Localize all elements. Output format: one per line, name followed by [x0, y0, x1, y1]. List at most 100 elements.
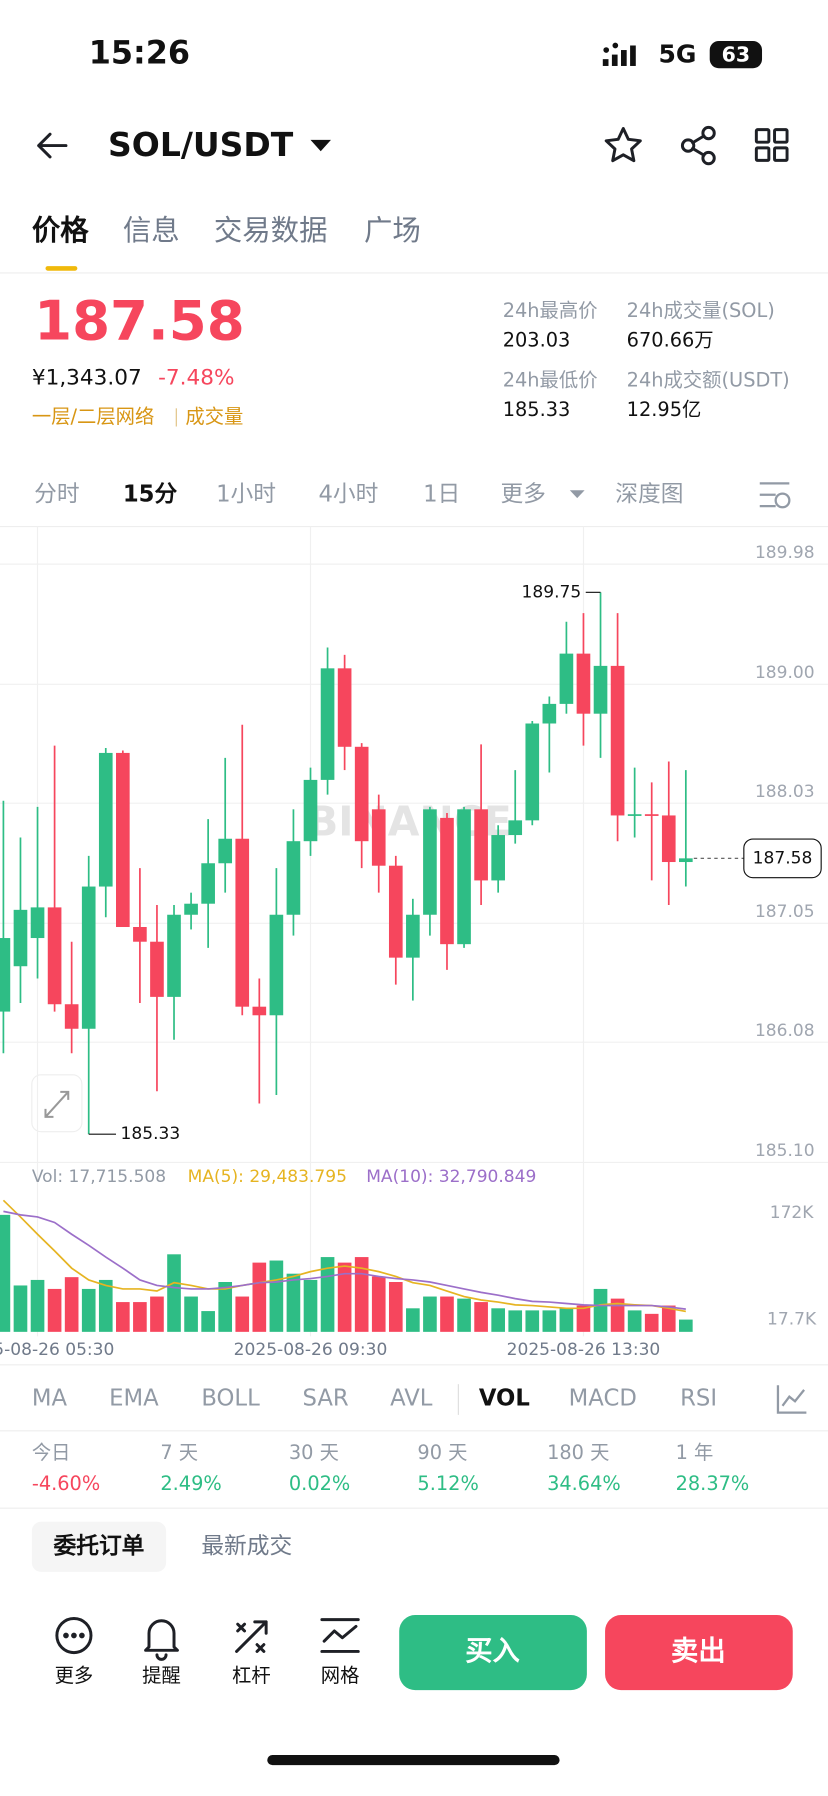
interval[interactable]: 15分 [123, 481, 178, 507]
candle-body [150, 941, 164, 997]
period-label: 30 天 [289, 1441, 339, 1464]
candle-body [116, 752, 130, 928]
favorite-button[interactable] [604, 127, 642, 163]
leverage-icon[interactable] [235, 1620, 268, 1653]
volume-bar [423, 1296, 437, 1332]
volume-bar [525, 1310, 540, 1332]
action-label[interactable]: 提醒 [142, 1664, 181, 1687]
period-change: 0.02% [289, 1472, 350, 1495]
volume-bar [218, 1282, 233, 1332]
buy-button[interactable] [399, 1615, 587, 1691]
signal-icon [602, 42, 636, 66]
candle-body [167, 914, 181, 997]
pair-title[interactable]: SOL/USDT [108, 125, 294, 164]
indicator-tab[interactable]: EMA [109, 1385, 159, 1411]
period-label: 7 天 [160, 1441, 198, 1464]
period-change: 2.49% [160, 1472, 221, 1495]
action-label[interactable]: 杠杆 [232, 1664, 271, 1687]
price-change: -7.48% [158, 366, 234, 391]
indicator-tab[interactable]: VOL [479, 1385, 530, 1411]
stat-value: 203.03 [503, 329, 571, 352]
more-icon[interactable] [55, 1616, 93, 1655]
indicator-tab[interactable]: MA [32, 1385, 68, 1411]
interval[interactable]: 1小时 [216, 481, 276, 507]
volume-bar [133, 1302, 147, 1332]
volume-bar [491, 1308, 505, 1332]
tab[interactable]: 广场 [364, 214, 421, 247]
candle-body [440, 817, 454, 945]
volume-bar [661, 1305, 676, 1332]
volume-bar [337, 1262, 352, 1332]
last-price-box [743, 838, 822, 879]
candle-body [576, 653, 591, 714]
candle-body [303, 779, 318, 842]
candle-body [679, 858, 693, 863]
candle-body [0, 938, 11, 1012]
buy-label[interactable]: 买入 [465, 1636, 520, 1667]
volume-bar [98, 1279, 113, 1332]
volume-bar [406, 1308, 420, 1332]
indicator-tab[interactable]: BOLL [201, 1385, 260, 1411]
candle-body [184, 903, 198, 915]
chart-settings[interactable] [759, 482, 791, 509]
candle-body [474, 809, 488, 881]
volume-bar [508, 1310, 523, 1332]
grid-icon[interactable] [320, 1618, 360, 1653]
sell-button[interactable] [605, 1615, 793, 1691]
indicator-tab[interactable]: MACD [569, 1385, 637, 1411]
volume-bar [47, 1288, 62, 1332]
interval[interactable]: 深度图 [615, 481, 683, 507]
interval[interactable]: 4小时 [318, 481, 378, 507]
volume-bar [235, 1296, 250, 1332]
volume-tick-label: 172K [770, 1203, 815, 1223]
volume-bar [542, 1310, 557, 1332]
volume-bar [474, 1302, 488, 1332]
indicator-tab[interactable]: AVL [390, 1385, 433, 1411]
pair-dropdown[interactable] [310, 139, 331, 152]
tag[interactable]: 一层/二层网络 [32, 405, 154, 428]
menu-button[interactable] [754, 128, 789, 162]
stat-label: 24h最高价 [503, 299, 598, 322]
alert-icon[interactable] [144, 1619, 179, 1661]
candle-body [30, 907, 45, 939]
candle-body [542, 703, 557, 724]
low-label: 185.33 [121, 1124, 181, 1144]
order-tab[interactable]: 委托订单 [52, 1533, 144, 1559]
order-tab[interactable]: 最新成交 [201, 1533, 292, 1559]
candle-body [457, 809, 471, 945]
indicator-tab[interactable]: SAR [303, 1385, 349, 1411]
interval[interactable]: 分时 [34, 481, 79, 507]
indicator-tabs: MA EMA BOLL SAR AVL VOL MACD RSI [32, 1385, 717, 1411]
volume-tick-label: 17.7K [767, 1310, 817, 1330]
tab[interactable]: 交易数据 [214, 214, 328, 247]
back-button[interactable] [37, 132, 68, 159]
candle-body [47, 907, 62, 1005]
sell-label[interactable]: 卖出 [671, 1636, 726, 1667]
tag[interactable]: 成交量 [185, 405, 243, 428]
volume-bar [184, 1296, 198, 1332]
candle-chart: BINANCE189.98189.00188.03187.05186.08185… [0, 526, 828, 1360]
y-tick-label: 187.05 [755, 902, 815, 922]
action-label[interactable]: 网格 [321, 1664, 360, 1687]
candle-body [337, 668, 352, 747]
volume-bar [440, 1296, 454, 1332]
interval[interactable]: 1日 [423, 481, 460, 507]
candle-body [406, 914, 420, 958]
volume-legend: MA(5): 29,483.795 [188, 1167, 347, 1187]
ma10-line [3, 1210, 686, 1310]
share-button[interactable] [680, 125, 716, 166]
tab[interactable]: 信息 [123, 214, 180, 247]
interval[interactable]: 更多 [500, 481, 545, 507]
action-label[interactable]: 更多 [55, 1664, 94, 1687]
y-tick-label: 186.08 [755, 1021, 815, 1041]
volume-bar [0, 1214, 11, 1332]
battery-icon [709, 40, 763, 69]
network-label: 5G [659, 40, 697, 69]
more-dropdown[interactable] [569, 490, 585, 499]
tab[interactable]: 价格 [32, 214, 89, 247]
indicator-tab[interactable]: RSI [680, 1385, 717, 1411]
indicator-settings[interactable] [776, 1385, 807, 1414]
candle-body [559, 653, 574, 704]
